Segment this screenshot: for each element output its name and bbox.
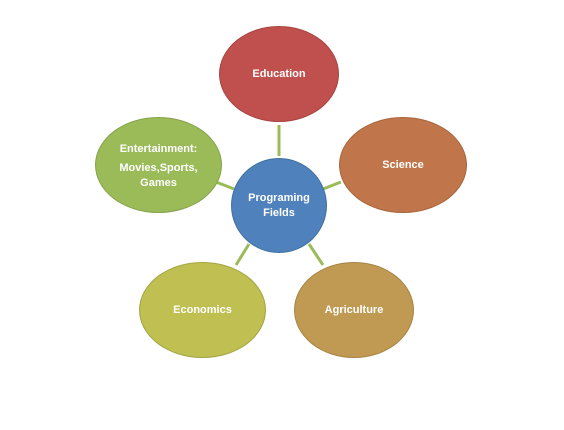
connector-entertainment xyxy=(215,180,235,191)
node-entertainment-line-3: Games xyxy=(140,176,177,189)
node-center-line-1: Programing xyxy=(248,191,310,204)
node-entertainment: Entertainment: Movies,Sports, Games xyxy=(95,117,222,213)
connector-agriculture xyxy=(307,243,325,266)
node-agriculture-label: Agriculture xyxy=(324,303,384,316)
node-center-line-2: Fields xyxy=(263,206,295,219)
node-economics: Economics xyxy=(139,262,266,358)
node-economics-label: Economics xyxy=(173,303,232,316)
node-education-label: Education xyxy=(252,67,306,80)
connector-economics xyxy=(234,243,251,266)
node-education: Education xyxy=(219,26,339,122)
node-entertainment-line-2: Movies,Sports, xyxy=(119,161,198,174)
connector-science xyxy=(322,180,342,191)
node-entertainment-title: Entertainment: xyxy=(119,142,198,155)
node-agriculture: Agriculture xyxy=(294,262,414,358)
node-center-programing-fields: Programing Fields xyxy=(231,158,327,253)
node-science: Science xyxy=(339,117,467,213)
node-science-label: Science xyxy=(382,158,424,171)
